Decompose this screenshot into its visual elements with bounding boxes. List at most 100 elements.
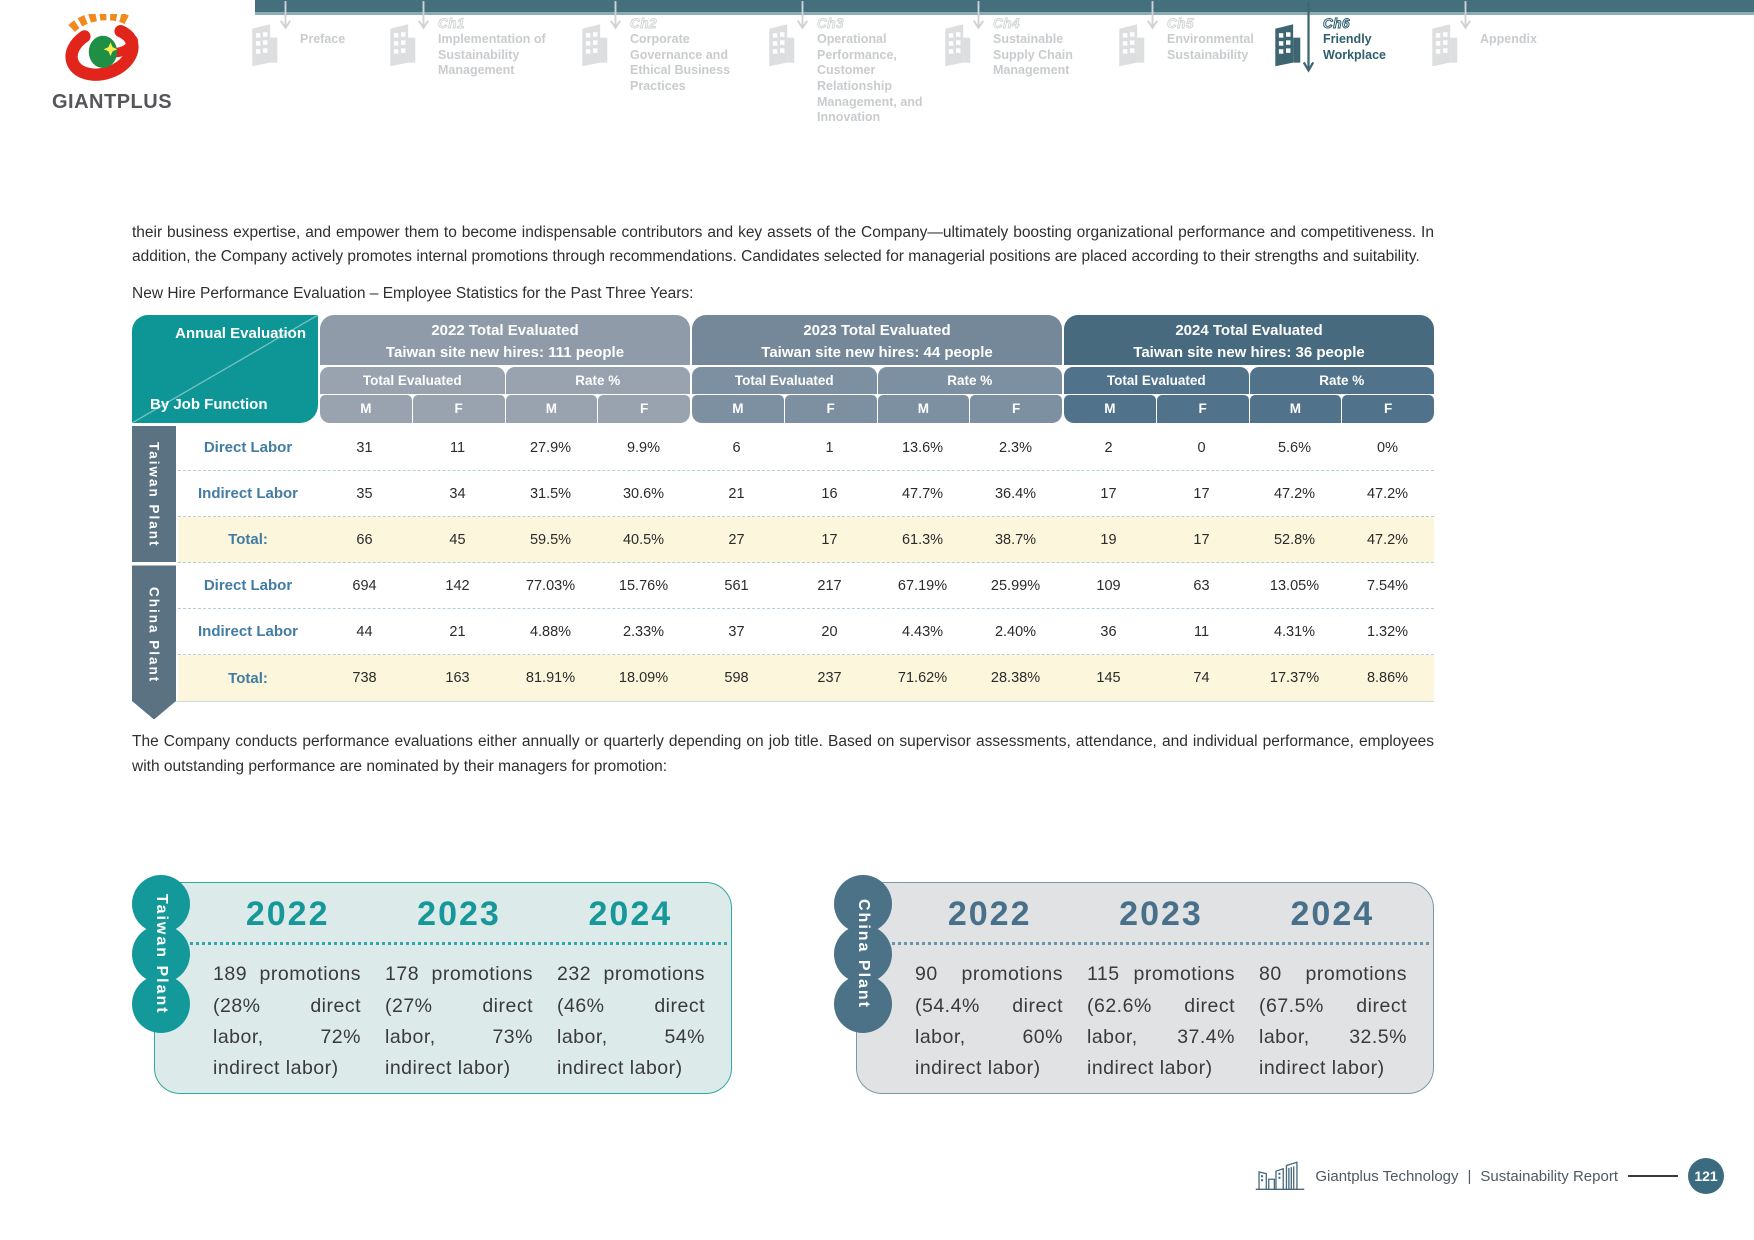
col-f: F (598, 395, 690, 424)
promo-text: 232 promotions (46% direct labor, 54% in… (557, 963, 705, 1079)
value-cell: 4.31% (1273, 623, 1316, 640)
value-cell: 34 (449, 485, 466, 502)
china-promo-card: 2022 2023 2024 90 promotions (54.4% dire… (856, 882, 1434, 1095)
value-cell: 36.4% (994, 485, 1037, 502)
value-cell: 17 (1193, 485, 1210, 502)
page-footer: Giantplus Technology | Sustainability Re… (1255, 1158, 1724, 1194)
value-cell: 47.2% (1366, 485, 1409, 502)
table-row-total: Total: 66 45 59.5% 40.5% 27 17 61.3% 38.7% 19 17 5… (178, 517, 1434, 564)
value-cell: 37 (728, 623, 745, 640)
value-cell: 163 (445, 670, 470, 687)
promo-year: 2023 (1119, 895, 1203, 934)
year-group-2022: 2022 Total Evaluated Taiwan site new hire… (320, 315, 690, 424)
value-cell: 598 (724, 670, 749, 687)
value-cell: 36 (1100, 623, 1117, 640)
table-corner-cell: Annual Evaluation By Job Function (132, 315, 318, 424)
value-cell: 81.91% (525, 670, 576, 687)
value-cell: 13.6% (901, 439, 944, 456)
giantplus-logo-mark (65, 10, 139, 81)
value-cell: 47.2% (1273, 485, 1316, 502)
tab-appendix[interactable]: Appendix (1425, 13, 1558, 73)
chapter-number: Ch5 (1167, 16, 1195, 32)
value-cell: 2.3% (998, 439, 1033, 456)
taiwan-promo-card: 2022 2023 2024 189 promotions (28% direc… (154, 882, 732, 1095)
down-arrow-icon (278, 1, 293, 33)
dotted-divider (177, 942, 727, 946)
tab-label: Implementation of Sustainability Managem… (438, 32, 546, 78)
value-cell: 74 (1193, 670, 1210, 687)
promo-year: 2023 (417, 895, 501, 934)
tab-label: Preface (300, 32, 346, 46)
year-title: 2023 Total Evaluated (803, 322, 951, 340)
value-cell: 40.5% (622, 531, 665, 548)
promo-year: 2022 (245, 895, 330, 934)
tab-ch6-active[interactable]: Ch6 Friendly Workplace (1268, 13, 1423, 73)
value-cell: 237 (817, 670, 842, 687)
page-content: their business expertise, and empower th… (132, 205, 1434, 1095)
tab-preface[interactable]: Preface (245, 13, 370, 73)
promotion-cards: Taiwan Plant 2022 2023 2024 189 promotio… (132, 874, 1434, 1095)
value-cell: 21 (449, 623, 466, 640)
promo-text: 189 promotions (28% direct labor, 72% in… (213, 963, 361, 1079)
down-arrow-icon (1458, 1, 1473, 33)
tab-ch1[interactable]: Ch1 Implementation of Sustainability Mana… (383, 13, 566, 79)
table-row: Direct Labor 31 11 27.9% 9.9% 6 1 13.6% 2.3% 2 0 5… (178, 425, 1434, 472)
row-label: Direct Labor (203, 439, 293, 457)
promo-text: 80 promotions (67.5% direct labor, 32.5%… (1259, 963, 1407, 1079)
col-f: F (784, 395, 877, 424)
chapter-number (300, 16, 370, 32)
chapter-number: Ch4 (993, 16, 1021, 32)
promo-text: 90 promotions (54.4% direct labor, 60% i… (915, 963, 1063, 1079)
value-cell: 142 (445, 577, 470, 594)
tab-ch2[interactable]: Ch2 Corporate Governance and Ethical Busi… (575, 13, 752, 95)
table-row: Indirect Labor 44 21 4.88% 2.33% 37 20 4.43% 2.… (178, 609, 1434, 656)
value-cell: 17 (821, 531, 838, 548)
down-arrow-icon (795, 1, 810, 33)
footer-rule (1628, 1175, 1678, 1177)
value-cell: 2.33% (622, 623, 665, 640)
subheader-total-evaluated: Total Evaluated (1064, 367, 1249, 395)
page-number-badge: 121 (1688, 1158, 1724, 1194)
row-label: Indirect Labor (197, 485, 298, 503)
col-f: F (412, 395, 505, 424)
china-plant-sidebar: China Plant (132, 565, 176, 720)
footer-separator: | (1467, 1167, 1472, 1185)
value-cell: 2.40% (994, 623, 1037, 640)
building-icon (1112, 18, 1148, 68)
value-cell: 16 (821, 485, 838, 502)
value-cell: 59.5% (529, 531, 572, 548)
promo-year: 2024 (588, 895, 673, 934)
subheader-total-evaluated: Total Evaluated (320, 367, 505, 395)
value-cell: 17 (1100, 485, 1117, 502)
year-title: 2022 Total Evaluated (431, 322, 579, 340)
building-icon (383, 18, 419, 68)
tab-label: Appendix (1480, 32, 1537, 46)
tab-ch5[interactable]: Ch5 Environmental Sustainability (1112, 13, 1275, 73)
row-label: Direct Labor (203, 577, 293, 595)
down-arrow-icon (608, 1, 623, 33)
subheader-rate: Rate % (877, 367, 1062, 395)
col-f: F (1156, 395, 1249, 424)
value-cell: 31.5% (529, 485, 572, 502)
taiwan-promotions: Taiwan Plant 2022 2023 2024 189 promotio… (132, 874, 732, 1095)
tab-label: Environmental Sustainability (1167, 32, 1254, 62)
value-cell: 561 (724, 577, 749, 594)
building-icon (575, 18, 611, 68)
value-cell: 738 (352, 670, 377, 687)
value-cell: 145 (1096, 670, 1121, 687)
value-cell: 18.09% (618, 670, 669, 687)
value-cell: 13.05% (1269, 577, 1320, 594)
value-cell: 17.37% (1269, 670, 1320, 687)
value-cell: 52.8% (1273, 531, 1316, 548)
value-cell: 0% (1377, 439, 1398, 456)
chapter-number (1480, 16, 1558, 32)
value-cell: 8.86% (1366, 670, 1409, 687)
year-subtitle: Taiwan site new hires: 111 people (385, 344, 625, 362)
tab-ch3[interactable]: Ch3 Operational Performance, Customer Rel… (762, 13, 935, 126)
value-cell: 67.19% (897, 577, 948, 594)
col-m: M (877, 395, 970, 424)
chapter-number: Ch2 (630, 16, 658, 32)
tab-ch4[interactable]: Ch4 Sustainable Supply Chain Management (938, 13, 1105, 79)
dotted-divider (879, 942, 1429, 946)
china-promotions: China Plant 2022 2023 2024 90 promotions… (834, 874, 1434, 1095)
